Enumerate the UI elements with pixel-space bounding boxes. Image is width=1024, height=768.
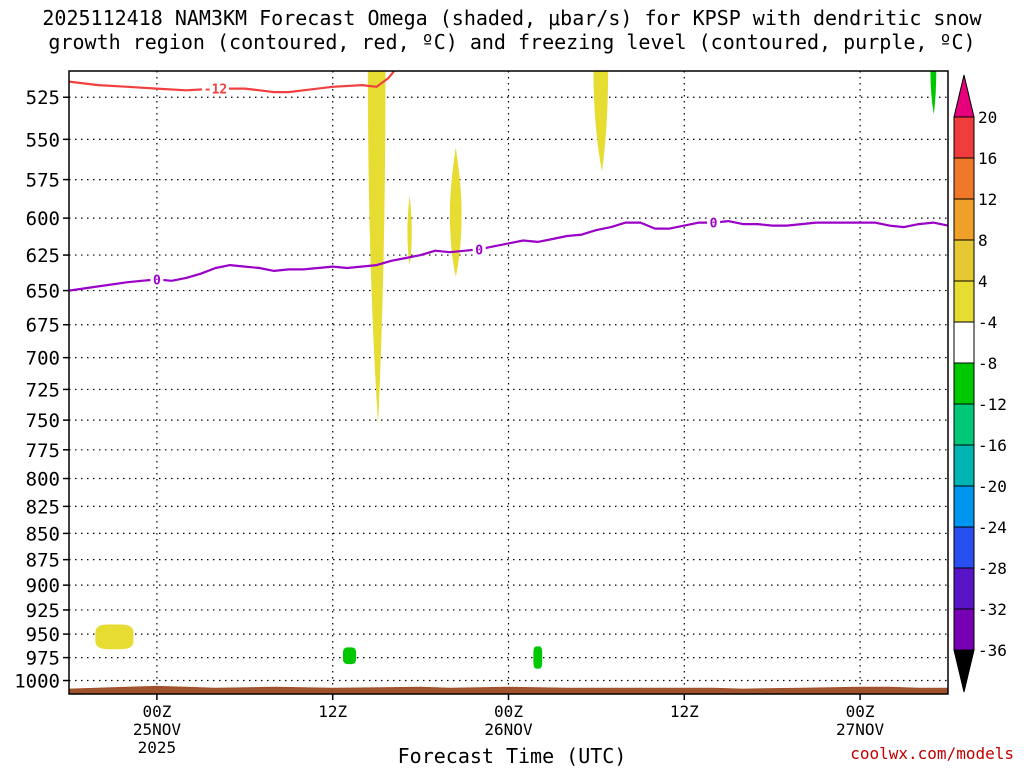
y-tick-label-725: 725 bbox=[26, 379, 60, 401]
y-tick-label-900: 900 bbox=[26, 575, 60, 597]
colorbar-label-6: -8 bbox=[978, 354, 997, 373]
axes: 525 550 575 600 625 650 675 700 725 750 775 800 825 8… bbox=[14, 70, 949, 757]
y-tick-label-625: 625 bbox=[26, 245, 60, 267]
terrain-surface bbox=[69, 685, 948, 694]
x-tick-label-6-2: 2025 bbox=[138, 738, 177, 757]
colorbar-label-7: -12 bbox=[978, 395, 1007, 414]
y-tick-label-800: 800 bbox=[26, 469, 60, 491]
x-tick-label-54-1: 27NOV bbox=[836, 720, 885, 739]
title-line-1: 2025112418 NAM3KM Forecast Omega (shaded… bbox=[42, 6, 982, 30]
colorbar-bin-5 bbox=[953, 321, 975, 364]
colorbar-bin-11 bbox=[953, 567, 975, 610]
colorbar: 20 16 12 8 4 -4 -8 -12 -16 -20 -24 -28 -32 -36 bbox=[953, 74, 1007, 693]
y-tick-label-650: 650 bbox=[26, 281, 60, 303]
y-tick-label-925: 925 bbox=[26, 600, 60, 622]
contour-label-bg bbox=[707, 215, 721, 230]
omega-region-green-7 bbox=[930, 71, 937, 115]
y-tick-label-575: 575 bbox=[26, 170, 60, 192]
plot-area: -12 0 0 0 bbox=[69, 71, 948, 694]
colorbar-arrow-top bbox=[953, 74, 975, 118]
colorbar-label-8: -16 bbox=[978, 436, 1007, 455]
colorbar-label-0: 20 bbox=[978, 108, 997, 127]
omega-region-yellow-1 bbox=[367, 71, 386, 424]
colorbar-bin-2 bbox=[953, 198, 975, 241]
contour-label-bg bbox=[202, 81, 229, 96]
colorbar-label-11: -28 bbox=[978, 559, 1007, 578]
contour-label-bg bbox=[150, 272, 164, 287]
omega-region-green-6 bbox=[533, 646, 543, 669]
colorbar-label-2: 12 bbox=[978, 190, 997, 209]
y-tick-label-600: 600 bbox=[26, 208, 60, 230]
colorbar-bin-9 bbox=[953, 485, 975, 528]
colorbar-label-13: -36 bbox=[978, 641, 1007, 660]
y-tick-label-675: 675 bbox=[26, 315, 60, 337]
contour-label-purple-0: 0 bbox=[153, 273, 161, 288]
y-tick-label-750: 750 bbox=[26, 410, 60, 432]
colorbar-bin-1 bbox=[953, 157, 975, 200]
colorbar-bin-0 bbox=[953, 116, 975, 159]
omega-region-yellow-3 bbox=[449, 147, 462, 277]
y-tick-label-700: 700 bbox=[26, 348, 60, 370]
omega-region-yellow-0 bbox=[95, 624, 134, 650]
x-axis-title: Forecast Time (UTC) bbox=[397, 744, 627, 768]
contour-label-red-0: -12 bbox=[204, 83, 227, 98]
omega-region-green-5 bbox=[342, 647, 357, 665]
colorbar-bin-6 bbox=[953, 362, 975, 405]
contour-label-purple-1: 0 bbox=[475, 243, 483, 258]
colorbar-label-10: -24 bbox=[978, 518, 1007, 537]
y-tick-label-525: 525 bbox=[26, 87, 60, 109]
x-tick-label-18-0: 12Z bbox=[318, 702, 347, 721]
chart-title: 2025112418 NAM3KM Forecast Omega (shaded… bbox=[0, 6, 1024, 54]
omega-region-yellow-2 bbox=[407, 195, 412, 266]
x-tick-label-30-0: 00Z bbox=[494, 702, 523, 721]
x-tick-label-30-1: 26NOV bbox=[484, 720, 533, 739]
y-tick-label-825: 825 bbox=[26, 496, 60, 518]
y-tick-label-950: 950 bbox=[26, 624, 60, 646]
colorbar-bin-8 bbox=[953, 444, 975, 487]
y-tick-label-875: 875 bbox=[26, 550, 60, 572]
y-tick-label-850: 850 bbox=[26, 523, 60, 545]
colorbar-label-1: 16 bbox=[978, 149, 997, 168]
contour-red--12 bbox=[69, 71, 396, 94]
contour-label-bg bbox=[472, 242, 486, 257]
contour-purple-0 bbox=[69, 220, 948, 292]
contour-label-purple-2: 0 bbox=[710, 217, 718, 232]
colorbar-bin-12 bbox=[953, 608, 975, 651]
colorbar-bin-10 bbox=[953, 526, 975, 569]
colorbar-label-3: 8 bbox=[978, 231, 988, 250]
x-tick-label-54-0: 00Z bbox=[846, 702, 875, 721]
x-tick-label-6-0: 00Z bbox=[142, 702, 171, 721]
colorbar-bin-7 bbox=[953, 403, 975, 446]
colorbar-label-5: -4 bbox=[978, 313, 997, 332]
colorbar-label-4: 4 bbox=[978, 272, 988, 291]
y-tick-label-1000: 1000 bbox=[14, 671, 60, 693]
y-tick-label-775: 775 bbox=[26, 440, 60, 462]
x-tick-label-42-0: 12Z bbox=[670, 702, 699, 721]
y-tick-label-975: 975 bbox=[26, 648, 60, 670]
y-tick-label-550: 550 bbox=[26, 129, 60, 151]
x-tick-label-6-1: 25NOV bbox=[133, 720, 182, 739]
colorbar-arrow-bottom bbox=[953, 649, 975, 693]
plot-frame bbox=[68, 70, 949, 695]
colorbar-label-9: -20 bbox=[978, 477, 1007, 496]
title-line-2: growth region (contoured, red, ºC) and f… bbox=[48, 30, 976, 54]
colorbar-bin-4 bbox=[953, 280, 975, 323]
colorbar-bin-3 bbox=[953, 239, 975, 282]
credit-link[interactable]: coolwx.com/models bbox=[850, 744, 1014, 763]
omega-region-yellow-4 bbox=[593, 71, 609, 172]
colorbar-label-12: -32 bbox=[978, 600, 1007, 619]
